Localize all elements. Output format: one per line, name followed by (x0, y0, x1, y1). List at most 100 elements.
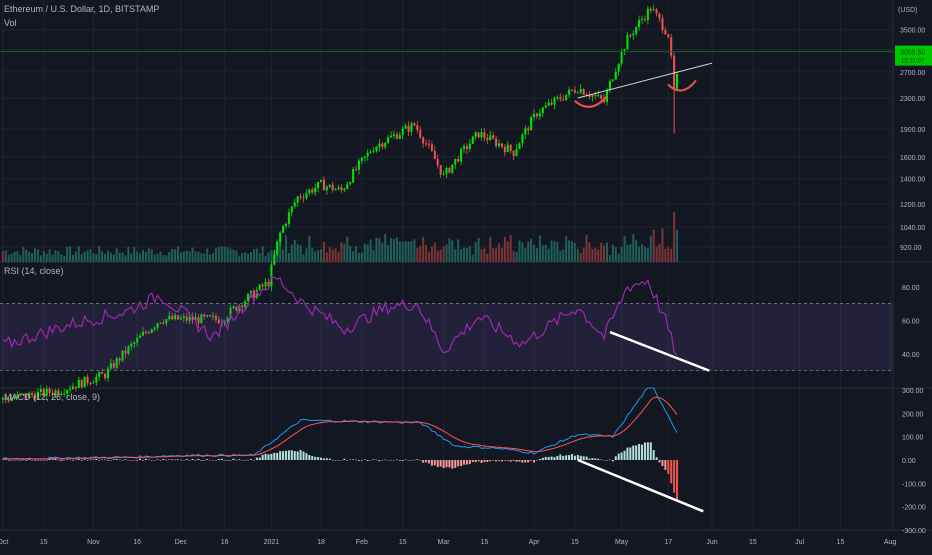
macd-hist-bar (220, 458, 223, 460)
volume-bar (410, 241, 413, 262)
candle-body (165, 319, 168, 324)
candle-body (124, 350, 127, 354)
macd-hist-bar (611, 460, 614, 462)
macd-hist-bar (535, 460, 538, 461)
volume-bar (506, 241, 509, 262)
macd-hist-bar (168, 459, 171, 460)
volume-bar (174, 249, 177, 262)
time-tick-label-18: Jul (795, 539, 804, 546)
macd-hist-bar (343, 458, 346, 460)
volume-bar (299, 245, 302, 262)
candle-body (118, 358, 121, 361)
candle-body (611, 79, 614, 82)
macd-hist-bar (159, 460, 162, 461)
candle-body (500, 143, 503, 147)
volume-bar (398, 241, 401, 262)
macd-hist-bar (419, 460, 422, 461)
macd-hist-bar (468, 460, 471, 465)
volume-bar (422, 236, 425, 262)
candle-body (33, 394, 37, 400)
candle-body (448, 167, 451, 173)
candle-body (594, 95, 597, 97)
macd-hist-bar (670, 460, 673, 484)
macd-hist-bar (144, 458, 147, 460)
volume-bar (462, 247, 466, 262)
volume-bar (541, 245, 544, 262)
candle-body (506, 144, 509, 152)
macd-hist-bar (495, 460, 498, 462)
macd-hist-bar (568, 455, 571, 460)
volume-bar (249, 252, 252, 262)
macd-hist-bar (533, 460, 536, 463)
macd-hist-bar (436, 460, 439, 468)
macd-hist-bar (322, 458, 325, 460)
macd-hist-bar (366, 460, 369, 462)
candle-body (188, 316, 191, 321)
volume-bar (626, 244, 629, 262)
volume-bar (381, 242, 384, 262)
volume-bar (261, 246, 264, 262)
candle-body (489, 135, 492, 141)
time-tick-label-9: 15 (399, 539, 407, 546)
volume-bar (255, 248, 258, 262)
candle-body (340, 187, 343, 191)
candle-body (279, 232, 282, 242)
symbol-title[interactable]: Ethereum / U.S. Dollar, 1D, BITSTAMP (4, 4, 160, 14)
candle-body (352, 169, 355, 183)
candle-body (646, 8, 649, 21)
volume-bars (1, 212, 679, 262)
volume-bar (649, 235, 652, 262)
macd-title[interactable]: MACD (12, 26, close, 9) (4, 392, 101, 402)
candle-body (533, 113, 536, 118)
candle-body (141, 331, 145, 336)
candle-body (626, 35, 629, 50)
candle-body (343, 188, 346, 191)
candle-body (541, 107, 544, 114)
volume-label[interactable]: Vol (4, 18, 17, 28)
volume-bar (486, 253, 489, 262)
macd-hist-bar (620, 452, 623, 460)
macd-hist-bar (150, 460, 153, 461)
volume-bar (568, 240, 571, 262)
candle-body (401, 128, 404, 135)
volume-bar (220, 246, 223, 262)
candle-body (413, 123, 416, 126)
volume-bar (515, 252, 518, 262)
volume-bar (641, 244, 644, 262)
candle-body (203, 314, 206, 317)
macd-hist-bar (31, 460, 34, 461)
volume-bar (63, 255, 66, 262)
volume-bar (322, 241, 325, 262)
macd-hist-bar (349, 459, 352, 461)
candle-body (667, 34, 670, 38)
volume-bar (419, 245, 422, 262)
macd-hist-bar (203, 460, 206, 461)
volume-bar (454, 249, 457, 262)
rsi-title[interactable]: RSI (14, close) (4, 266, 64, 276)
volume-bar (106, 250, 109, 262)
volume-bar (594, 247, 597, 262)
volume-bar (661, 228, 664, 262)
macd-hist-bar (270, 453, 273, 460)
macd-hist-bar (649, 442, 652, 460)
macd-hist-bar (39, 459, 42, 461)
candle-body (92, 382, 95, 384)
macd-histogram (1, 442, 679, 502)
macd-hist-bar (585, 456, 588, 460)
candle-body (608, 81, 611, 91)
macd-hist-bar (252, 460, 255, 461)
macd-hist-bar (302, 451, 305, 460)
volume-bar (442, 246, 445, 262)
volume-bar (357, 252, 360, 262)
candle-body (538, 113, 541, 117)
rsi-tick-label-1: 60.00 (902, 318, 920, 325)
volume-bar (293, 239, 296, 262)
macd-hist-bar (325, 458, 328, 460)
macd-hist-bar (214, 460, 217, 461)
macd-hist-bar (676, 460, 679, 502)
volume-bar (258, 253, 261, 262)
candle-body (276, 241, 279, 255)
macd-hist-bar (191, 458, 194, 460)
candle-body (282, 226, 285, 233)
